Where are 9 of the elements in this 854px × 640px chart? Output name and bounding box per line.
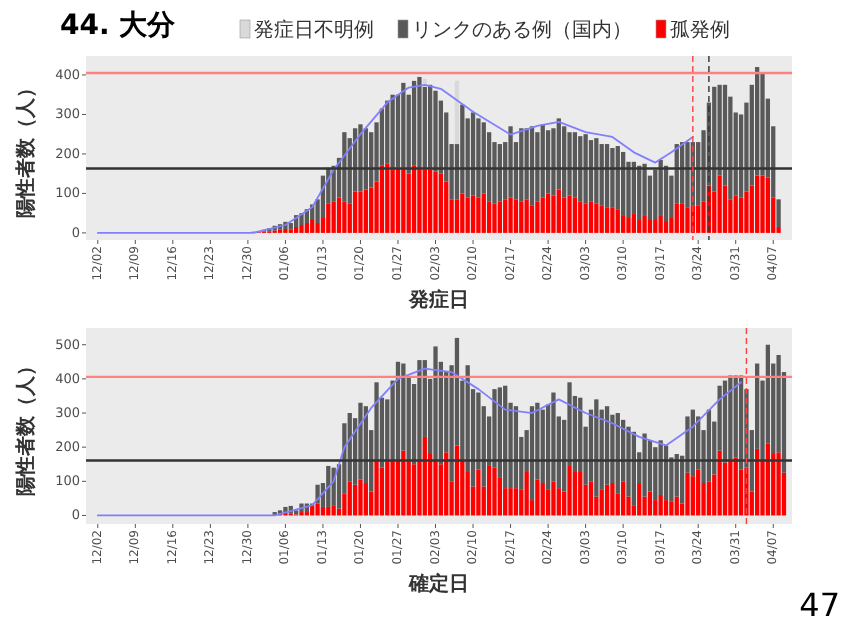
y-axis-title: 陽性者数（人） bbox=[14, 78, 38, 218]
legend-label: リンクのある例（国内） bbox=[412, 18, 632, 42]
legend-label: 孤発例 bbox=[670, 18, 730, 42]
x-axis-title: 確定日 bbox=[407, 572, 469, 596]
x-axis-title: 発症日 bbox=[407, 288, 469, 312]
chart-title: 44. 大分 bbox=[60, 10, 178, 42]
text: 47 bbox=[799, 586, 840, 624]
legend-label: 発症日不明例 bbox=[254, 18, 374, 42]
y-axis-title: 陽性者数（人） bbox=[14, 356, 38, 496]
